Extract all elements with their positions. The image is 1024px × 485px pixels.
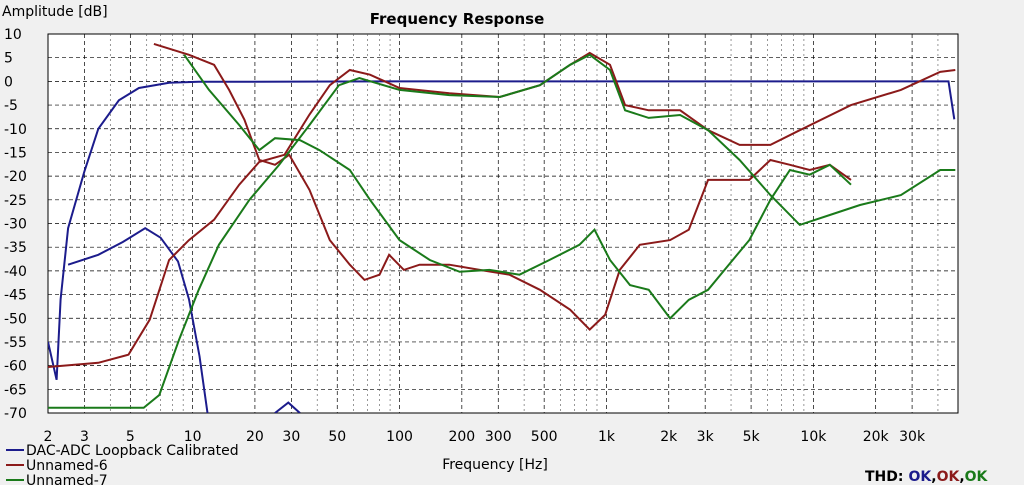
x-tick-label: 500 [531,429,558,445]
y-tick-label: 10 [4,27,22,43]
thd-ok: OK [909,469,933,485]
x-axis-label: Frequency [Hz] [442,457,548,473]
thd-label: THD: OK,OK,OK [865,469,989,485]
y-tick-label: -45 [4,288,27,304]
x-tick-label: 10k [800,429,827,445]
thd-separator: , [959,469,964,485]
x-tick-label: 5 [126,429,135,445]
y-tick-label: 0 [4,74,13,90]
y-tick-label: -70 [4,406,27,422]
y-tick-label: -20 [4,169,27,185]
x-tick-label: 20k [863,429,890,445]
distortion-line [67,227,301,413]
x-tick-label: 100 [386,429,413,445]
legend-label: Unnamed-6 [26,458,108,474]
x-tick-label: 10 [184,429,202,445]
x-tick-label: 20 [246,429,264,445]
y-tick-label: -40 [4,264,27,280]
thd-title: THD: [865,469,904,485]
x-tick-label: 2k [660,429,678,445]
x-tick-label: 3 [80,429,89,445]
y-tick-label: -15 [4,145,27,161]
y-tick-label: -5 [4,98,18,114]
series-line [183,54,852,320]
x-tick-label: 2 [44,429,53,445]
x-tick-label: 1k [598,429,616,445]
y-tick-label: -25 [4,193,27,209]
x-tick-label: 50 [328,429,346,445]
thd-separator: , [931,469,936,485]
lines [48,42,956,413]
legend-label: Unnamed-7 [26,473,108,485]
chart-title: Frequency Response [370,10,545,28]
distortion-line [48,53,956,409]
thd-status: THD: OK,OK,OK [865,469,989,485]
thd-ok: OK [965,469,989,485]
y-tick-label: -30 [4,217,27,233]
y-tick-label: -55 [4,335,27,351]
y-tick-label: 5 [4,51,13,67]
x-tick-label: 3k [697,429,715,445]
x-tick-label: 200 [448,429,475,445]
y-tick-label: -10 [4,122,27,138]
y-tick-label: -35 [4,240,27,256]
x-tick-label: 5k [743,429,761,445]
y-tick-label: -50 [4,311,27,327]
legend-label: DAC-ADC Loopback Calibrated [26,443,239,459]
x-tick-label: 30 [282,429,300,445]
x-tick-label: 30k [899,429,926,445]
y-axis-label: Amplitude [dB] [2,4,108,20]
y-tick-label: -65 [4,382,27,398]
x-tick-label: 300 [485,429,512,445]
series-line [48,80,956,381]
y-tick-label: -60 [4,359,27,375]
thd-ok: OK [937,469,961,485]
